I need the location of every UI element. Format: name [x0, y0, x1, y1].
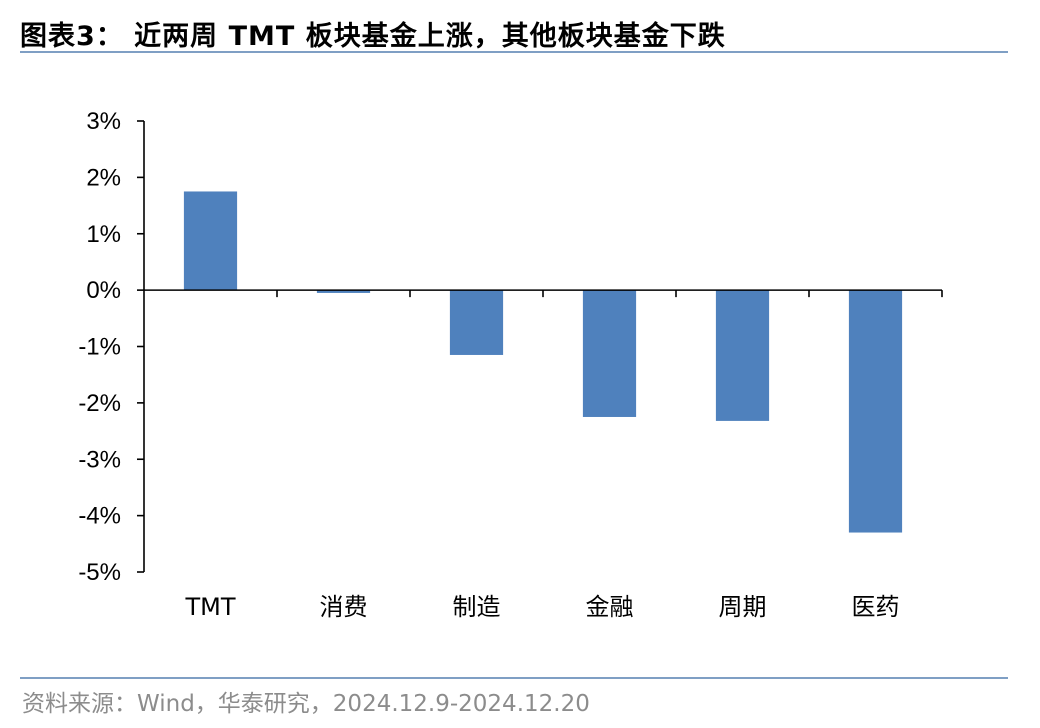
bar-2 [316, 290, 371, 293]
x-category-label: TMT [184, 593, 235, 621]
y-tick-label: -3% [78, 446, 121, 473]
source-note: 资料来源：Wind，华泰研究，2024.12.9-2024.12.20 [22, 691, 590, 717]
bar-3 [449, 290, 504, 355]
x-category-label: 周期 [719, 593, 767, 621]
y-tick-label: 0% [86, 277, 121, 304]
y-tick-label: 2% [86, 164, 121, 191]
x-category-label: 金融 [586, 593, 634, 621]
y-tick-label: -1% [78, 334, 121, 361]
x-category-label: 制造 [453, 593, 501, 621]
y-tick-label: 1% [86, 221, 121, 248]
x-category-label: 医药 [852, 593, 900, 621]
bar-4 [582, 290, 637, 417]
source-divider [20, 677, 1008, 679]
title-divider [20, 51, 1008, 53]
x-axis-labels: TMT 消费 制造 金融 周期 医药 [184, 593, 899, 621]
bar-6 [848, 290, 903, 533]
bars-group [183, 191, 903, 533]
axes-group [143, 121, 943, 572]
y-axis-ticks: 3% 2% 1% 0% -1% -2% -3% -4% -5% [78, 108, 144, 586]
chart-title: 图表3： 近两周 TMT 板块基金上涨，其他板块基金下跌 [20, 21, 726, 52]
y-tick-label: -4% [78, 503, 121, 530]
x-category-label: 消费 [320, 593, 368, 621]
y-tick-label: 3% [86, 108, 121, 135]
y-tick-label: -5% [78, 559, 121, 586]
y-tick-label: -2% [78, 390, 121, 417]
bar-5 [715, 290, 770, 421]
bar-1 [183, 191, 238, 291]
